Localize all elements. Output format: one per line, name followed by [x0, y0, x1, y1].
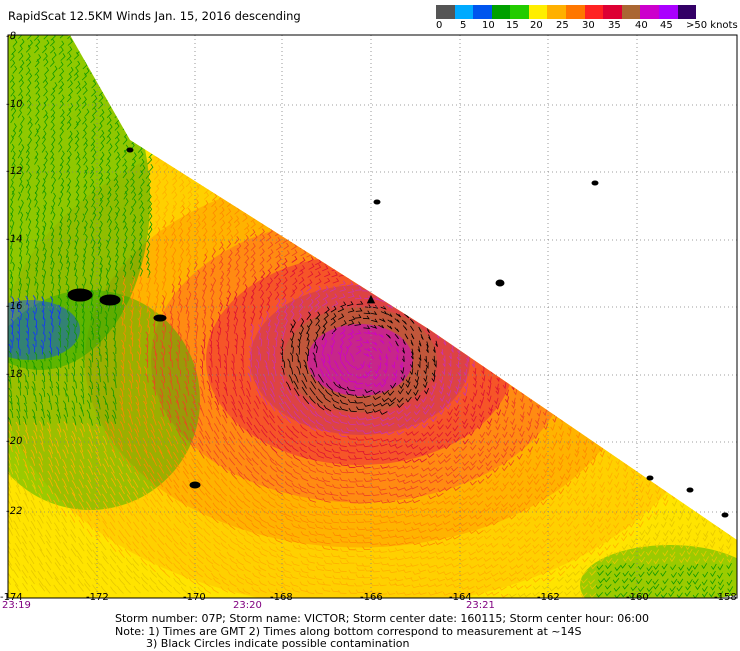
colorbar-swatch — [436, 5, 455, 19]
island — [686, 487, 694, 493]
colorbar-swatch — [584, 5, 604, 19]
colorbar-label: 20 — [530, 20, 543, 31]
colorbar-label: 25 — [556, 20, 569, 31]
colorbar-label: 10 — [482, 20, 495, 31]
longitude-label: -170 — [183, 592, 206, 603]
latitude-label: -10 — [5, 99, 24, 110]
longitude-label: -162 — [537, 592, 560, 603]
colorbar-label: 5 — [460, 20, 467, 31]
colorbar-swatch — [528, 5, 548, 19]
footer-line-storm: Storm number: 07P; Storm name: VICTOR; S… — [115, 612, 649, 625]
footer-notes: Storm number: 07P; Storm name: VICTOR; S… — [115, 612, 649, 651]
island — [189, 481, 201, 489]
map-frame — [7, 34, 738, 599]
lat-lon-grid — [8, 35, 737, 598]
colorbar-swatch — [621, 5, 641, 19]
latitude-label: -22 — [5, 506, 24, 517]
footer-line-contamination: 3) Black Circles indicate possible conta… — [146, 637, 410, 650]
colorbar-swatch — [677, 5, 697, 19]
wind-speed-colorbar — [436, 5, 697, 19]
storm-center-marker: ▲ — [367, 292, 376, 305]
latitude-label: -8 — [5, 31, 17, 42]
time-label: 23:21 — [466, 600, 495, 611]
colorbar-label: 30 — [582, 20, 595, 31]
island — [153, 314, 167, 322]
colorbar-label: 15 — [506, 20, 519, 31]
footer-line-notes: Note: 1) Times are GMT 2) Times along bo… — [115, 624, 582, 638]
island — [67, 288, 93, 302]
latitude-label: -18 — [5, 369, 24, 380]
latitude-label: -16 — [5, 301, 24, 312]
colorbar-swatch — [491, 5, 511, 19]
colorbar-label: 0 — [436, 20, 443, 31]
islands — [67, 147, 729, 518]
island — [495, 279, 505, 287]
time-label: 23:19 — [2, 600, 31, 611]
colorbar-swatch — [473, 5, 492, 19]
longitude-label: -166 — [360, 592, 383, 603]
latitude-label: -12 — [5, 166, 24, 177]
latitude-label: -14 — [5, 234, 24, 245]
colorbar-swatch — [640, 5, 659, 19]
island — [591, 180, 599, 186]
longitude-label: -164 — [449, 592, 472, 603]
colorbar-swatch — [566, 5, 585, 19]
island — [646, 475, 654, 481]
island — [126, 147, 134, 153]
latitude-label: -20 — [5, 436, 24, 447]
colorbar-label: 45 — [660, 20, 673, 31]
longitude-label: -172 — [86, 592, 109, 603]
colorbar-swatch — [510, 5, 529, 19]
island — [721, 512, 729, 518]
colorbar-swatch — [454, 5, 474, 19]
colorbar-swatch — [658, 5, 678, 19]
colorbar-label: 40 — [635, 20, 648, 31]
colorbar-label: 35 — [608, 20, 621, 31]
longitude-label: -160 — [626, 592, 649, 603]
island — [373, 199, 381, 205]
longitude-label: -174 — [0, 592, 23, 603]
colorbar-label: >50 knots — [686, 20, 738, 31]
colorbar-swatch — [603, 5, 622, 19]
colorbar-swatch — [547, 5, 567, 19]
map-title: RapidScat 12.5KM Winds Jan. 15, 2016 des… — [8, 9, 301, 23]
island — [99, 294, 121, 306]
longitude-label: -158 — [714, 592, 737, 603]
time-label: 23:20 — [233, 600, 262, 611]
longitude-label: -168 — [270, 592, 293, 603]
